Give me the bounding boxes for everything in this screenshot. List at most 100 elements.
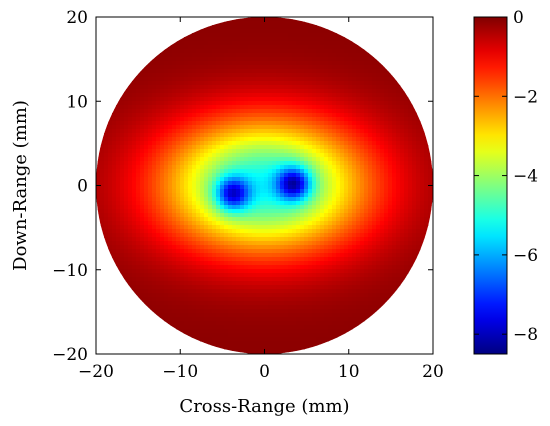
heatmap-cell (388, 161, 393, 166)
heatmap-cell (172, 217, 177, 222)
heatmap-cell (416, 241, 421, 246)
heatmap-cell (308, 189, 313, 194)
heatmap-cell (248, 137, 253, 142)
heatmap-cell (400, 253, 405, 258)
heatmap-cell (420, 153, 425, 158)
heatmap-cell (116, 213, 121, 218)
heatmap-cell (404, 185, 409, 190)
heatmap-cell (252, 149, 257, 154)
heatmap-cell (152, 109, 157, 114)
heatmap-cell (240, 101, 245, 106)
heatmap-cell (400, 177, 405, 182)
heatmap-cell (188, 77, 193, 82)
heatmap-cell (172, 49, 177, 54)
heatmap-cell (140, 145, 145, 150)
heatmap-cell (248, 33, 253, 38)
heatmap-cell (272, 33, 277, 38)
heatmap-cell (264, 65, 269, 70)
heatmap-cell (424, 229, 429, 234)
heatmap-cell (332, 185, 337, 190)
heatmap-cell (336, 173, 341, 178)
heatmap-cell (148, 97, 153, 102)
heatmap-cell (380, 205, 385, 210)
heatmap-cell (292, 17, 297, 22)
heatmap-cell (128, 137, 133, 142)
heatmap-cell (192, 49, 197, 54)
heatmap-cell (268, 17, 273, 22)
heatmap-cell (228, 237, 233, 242)
heatmap-cell (360, 81, 365, 86)
heatmap-cell (332, 269, 337, 274)
heatmap-cell (272, 69, 277, 74)
heatmap-cell (276, 229, 281, 234)
heatmap-cell (276, 113, 281, 118)
heatmap-cell (292, 133, 297, 138)
heatmap-cell (208, 113, 213, 118)
heatmap-cell (228, 45, 233, 50)
heatmap-cell (336, 65, 341, 70)
heatmap-cell (384, 177, 389, 182)
heatmap-cell (328, 61, 333, 66)
heatmap-cell (284, 269, 289, 274)
heatmap-cell (392, 85, 397, 90)
heatmap-cell (328, 45, 333, 50)
heatmap-cell (264, 197, 269, 202)
heatmap-cell (112, 233, 117, 238)
heatmap-cell (288, 137, 293, 142)
heatmap-cell (304, 209, 309, 214)
heatmap-cell (364, 265, 369, 270)
heatmap-cell (412, 169, 417, 174)
heatmap-cell (152, 117, 157, 122)
heatmap-cell (180, 237, 185, 242)
heatmap-cell (404, 141, 409, 146)
heatmap-cell (160, 241, 165, 246)
heatmap-cell (200, 69, 205, 74)
heatmap-cell (396, 209, 401, 214)
heatmap-cell (300, 61, 305, 66)
heatmap-cell (324, 225, 329, 230)
heatmap-cell (104, 205, 109, 210)
heatmap-cell (352, 97, 357, 102)
heatmap-cell (108, 121, 113, 126)
heatmap-cell (184, 53, 189, 58)
heatmap-cell (428, 197, 433, 202)
heatmap-cell (256, 281, 261, 286)
heatmap-cell (280, 181, 285, 186)
heatmap-cell (272, 77, 277, 82)
heatmap-cell (144, 161, 149, 166)
heatmap-cell (116, 169, 121, 174)
heatmap-cell (348, 77, 353, 82)
heatmap-cell (120, 201, 125, 206)
heatmap-cell (240, 69, 245, 74)
heatmap-cell (280, 81, 285, 86)
heatmap-cell (352, 193, 357, 198)
heatmap-cell (232, 57, 237, 62)
heatmap-cell (140, 169, 145, 174)
heatmap-cell (184, 89, 189, 94)
heatmap-cell (332, 193, 337, 198)
heatmap-cell (304, 93, 309, 98)
heatmap-cell (256, 257, 261, 262)
heatmap-cell (256, 261, 261, 266)
heatmap-cell (168, 229, 173, 234)
heatmap-cell (380, 149, 385, 154)
heatmap-cell (132, 149, 137, 154)
heatmap-cell (192, 93, 197, 98)
heatmap-cell (328, 209, 333, 214)
heatmap-cell (180, 273, 185, 278)
heatmap-cell (292, 257, 297, 262)
heatmap-cell (240, 197, 245, 202)
heatmap-cell (164, 117, 169, 122)
heatmap-cell (148, 93, 153, 98)
heatmap-cell (156, 137, 161, 142)
heatmap-cell (236, 225, 241, 230)
heatmap-cell (100, 161, 105, 166)
heatmap-cell (156, 113, 161, 118)
heatmap-cell (276, 213, 281, 218)
heatmap-cell (276, 249, 281, 254)
heatmap-cell (300, 77, 305, 82)
heatmap-cell (296, 177, 301, 182)
heatmap-cell (212, 221, 217, 226)
heatmap-cell (156, 245, 161, 250)
heatmap-cell (360, 89, 365, 94)
